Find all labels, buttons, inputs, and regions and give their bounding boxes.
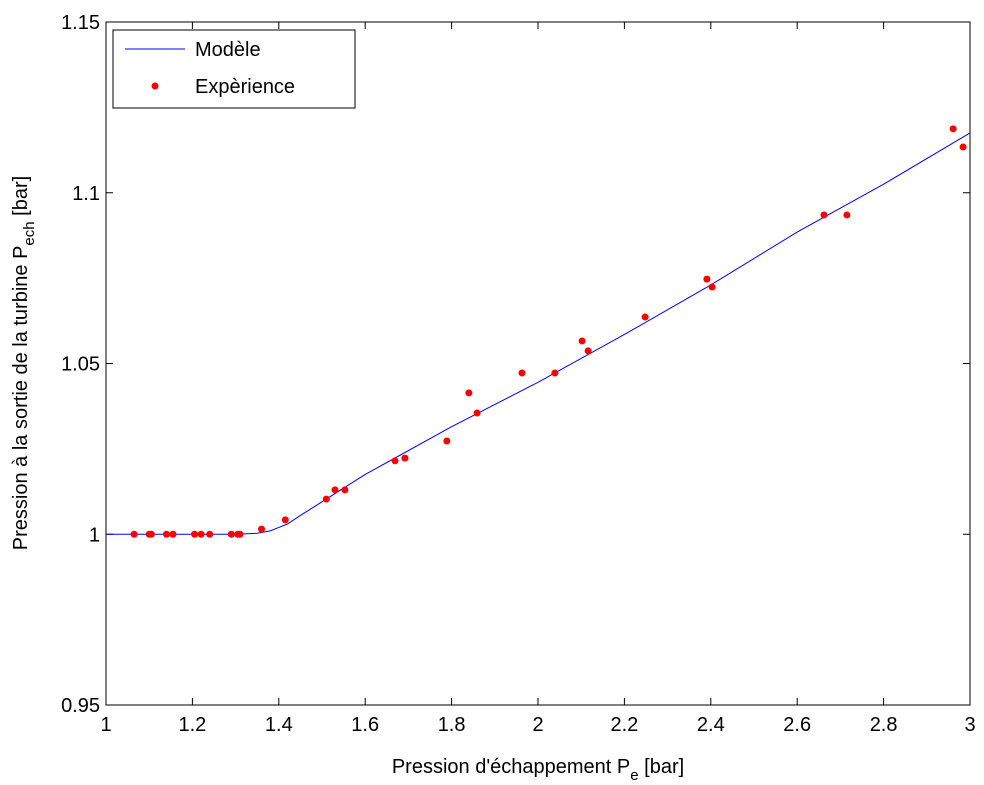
legend-label: Modèle: [195, 39, 261, 61]
y-tick-label: 1: [89, 524, 100, 546]
y-tick-label: 0.95: [61, 695, 100, 717]
data-point: [162, 530, 170, 538]
data-point: [949, 125, 957, 133]
data-point: [703, 275, 711, 283]
x-tick-label: 2.8: [870, 714, 898, 736]
x-tick-label: 1.8: [438, 714, 466, 736]
data-point: [473, 409, 481, 417]
data-point: [130, 530, 138, 538]
data-point: [551, 369, 559, 377]
data-point: [206, 530, 214, 538]
y-axis-label: Pression à la sortie de la turbine Pech …: [10, 176, 38, 550]
y-label-sub: ech: [21, 221, 38, 245]
x-tick-label: 1.2: [178, 714, 206, 736]
data-point: [197, 530, 205, 538]
x-tick-label: 1.4: [265, 714, 293, 736]
data-point: [169, 530, 177, 538]
data-point: [641, 313, 649, 321]
x-tick-label: 3: [964, 714, 975, 736]
y-label-text: Pression à la sortie de la turbine P: [10, 246, 32, 551]
legend-label: Expèrience: [195, 76, 295, 98]
data-point: [820, 211, 828, 219]
data-point: [258, 525, 266, 533]
data-point: [843, 211, 851, 219]
x-tick-label: 2: [532, 714, 543, 736]
data-point: [147, 530, 155, 538]
data-point: [708, 283, 716, 291]
y-tick-label: 1.05: [61, 354, 100, 376]
data-point: [959, 143, 967, 151]
x-label-text: Pression d'échappement P: [392, 756, 630, 778]
data-point: [331, 486, 339, 494]
data-point: [465, 389, 473, 397]
data-point: [401, 454, 409, 462]
x-tick-label: 2.2: [610, 714, 638, 736]
y-tick-label: 1.1: [72, 183, 100, 205]
data-point: [227, 530, 235, 538]
x-tick-label: 2.6: [783, 714, 811, 736]
data-point: [191, 530, 199, 538]
data-point: [584, 347, 592, 355]
data-point: [578, 337, 586, 345]
data-point: [281, 516, 289, 524]
data-point: [341, 486, 349, 494]
data-point: [236, 530, 244, 538]
x-axis-label: Pression d'échappement Pe [bar]: [392, 756, 684, 784]
data-point: [518, 369, 526, 377]
x-label-sub: e: [630, 767, 638, 784]
data-point: [322, 495, 330, 503]
legend: Modèle Expèrience: [112, 29, 356, 109]
x-tick-label: 1: [100, 714, 111, 736]
data-point: [391, 457, 399, 465]
x-tick-label: 1.6: [351, 714, 379, 736]
legend-box: [112, 29, 356, 109]
data-point: [443, 437, 451, 445]
x-tick-label: 2.4: [697, 714, 725, 736]
plot-area: [105, 21, 971, 706]
x-label-suffix: [bar]: [639, 756, 685, 778]
y-label-suffix: [bar]: [10, 176, 32, 222]
legend-marker: [151, 82, 159, 90]
y-tick-label: 1.15: [61, 12, 100, 34]
